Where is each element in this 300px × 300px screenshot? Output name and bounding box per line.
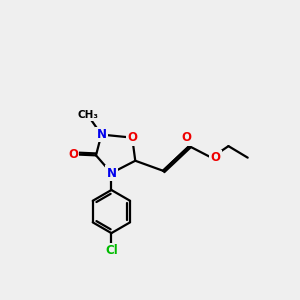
Text: O: O <box>210 151 220 164</box>
Text: N: N <box>106 167 116 180</box>
Text: Cl: Cl <box>105 244 118 257</box>
Text: O: O <box>181 131 191 144</box>
Text: CH₃: CH₃ <box>77 110 98 119</box>
Text: N: N <box>96 128 106 141</box>
Text: O: O <box>127 131 137 144</box>
Text: O: O <box>68 148 78 161</box>
